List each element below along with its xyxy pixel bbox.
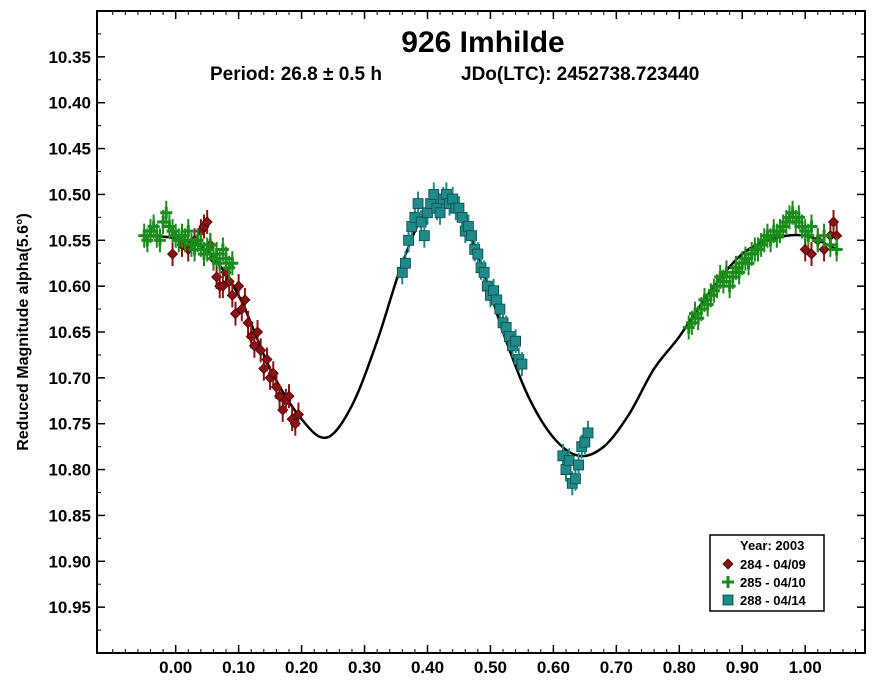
legend-label: 284 - 04/09 xyxy=(740,557,806,572)
data-point xyxy=(830,243,843,256)
chart-subtitle-epoch: JDo(LTC): 2452738.723440 xyxy=(461,64,699,85)
chart-title: 926 Imhilde xyxy=(401,26,564,59)
data-point xyxy=(805,220,818,233)
legend-label: 288 - 04/14 xyxy=(740,593,807,608)
y-tick-label: 10.60 xyxy=(48,277,91,296)
data-point xyxy=(472,248,484,260)
data-point xyxy=(412,198,424,210)
y-tick-label: 10.40 xyxy=(48,94,91,113)
data-point xyxy=(229,308,242,320)
data-point xyxy=(818,243,830,256)
x-axis: 0.00 0.10 0.20 0.30 0.40 0.50 0.60 0.70 0.80 0.90… xyxy=(112,11,857,677)
data-point xyxy=(213,257,226,270)
y-tick-label: 10.85 xyxy=(48,506,91,525)
data-point xyxy=(204,238,217,251)
legend-marker xyxy=(722,576,734,588)
data-points-layer xyxy=(138,182,843,496)
data-point xyxy=(261,353,273,366)
data-point xyxy=(466,230,477,242)
data-point xyxy=(510,335,522,347)
data-point xyxy=(160,206,173,219)
data-point xyxy=(239,294,251,306)
legend: Year: 2003 284 - 04/09 285 - 04/10 288 - 0… xyxy=(709,534,825,612)
data-point xyxy=(251,326,264,338)
data-point xyxy=(720,266,733,279)
data-point xyxy=(456,211,468,223)
legend-label: 285 - 04/10 xyxy=(740,575,806,590)
data-point xyxy=(292,408,305,421)
y-axis: 10.35 10.40 10.45 10.50 10.55 10.60 10.65 10.70… xyxy=(48,33,865,631)
y-tick-label: 10.75 xyxy=(48,415,91,434)
data-point xyxy=(153,234,166,247)
data-point xyxy=(434,207,446,219)
series-plus xyxy=(138,200,843,340)
x-tick-label: 0.10 xyxy=(222,658,255,677)
data-point xyxy=(226,289,238,301)
x-tick-label: 0.90 xyxy=(726,658,759,677)
y-tick-label: 10.50 xyxy=(48,185,91,204)
y-tick-label: 10.80 xyxy=(48,461,91,480)
data-point xyxy=(516,358,528,370)
legend-marker xyxy=(722,594,734,606)
y-tick-label: 10.65 xyxy=(48,323,91,342)
chart-subtitle-period: Period: 26.8 ± 0.5 h xyxy=(210,64,382,85)
data-point xyxy=(811,234,824,247)
y-tick-label: 10.70 xyxy=(48,369,91,388)
legend-title: Year: 2003 xyxy=(740,538,804,553)
data-point xyxy=(824,238,837,251)
data-point xyxy=(570,473,581,485)
data-point xyxy=(226,257,239,270)
data-point xyxy=(400,257,411,269)
legend-marker xyxy=(722,558,734,570)
data-point xyxy=(582,427,594,439)
data-point xyxy=(182,225,195,238)
data-point xyxy=(418,230,430,242)
x-tick-label: 1.00 xyxy=(789,658,822,677)
x-tick-label: 0.30 xyxy=(348,658,381,677)
data-point xyxy=(494,303,506,315)
x-tick-label: 0.80 xyxy=(663,658,696,677)
data-point xyxy=(166,248,179,260)
data-point xyxy=(415,216,427,228)
data-point xyxy=(403,234,415,246)
data-point xyxy=(283,390,295,402)
y-axis-label: Reduced Magnitude alpha(5.6°) xyxy=(15,213,32,451)
y-tick-label: 10.55 xyxy=(48,231,91,250)
data-point xyxy=(478,266,490,278)
y-tick-label: 10.90 xyxy=(48,552,91,571)
data-point xyxy=(818,229,831,242)
data-point xyxy=(573,459,584,471)
y-tick-label: 10.35 xyxy=(48,48,91,67)
series-square xyxy=(396,182,594,496)
x-tick-label: 0.50 xyxy=(474,658,507,677)
x-tick-label: 0.70 xyxy=(600,658,633,677)
x-tick-label: 0.00 xyxy=(159,658,192,677)
x-tick-label: 0.40 xyxy=(411,658,444,677)
y-tick-label: 10.95 xyxy=(48,598,91,617)
data-point xyxy=(563,454,575,466)
x-tick-label: 0.60 xyxy=(537,658,570,677)
y-tick-label: 10.45 xyxy=(48,140,91,159)
x-tick-label: 0.20 xyxy=(285,658,318,677)
data-point xyxy=(201,216,213,228)
data-point xyxy=(805,248,818,260)
data-point xyxy=(233,280,245,292)
data-point xyxy=(255,344,267,356)
